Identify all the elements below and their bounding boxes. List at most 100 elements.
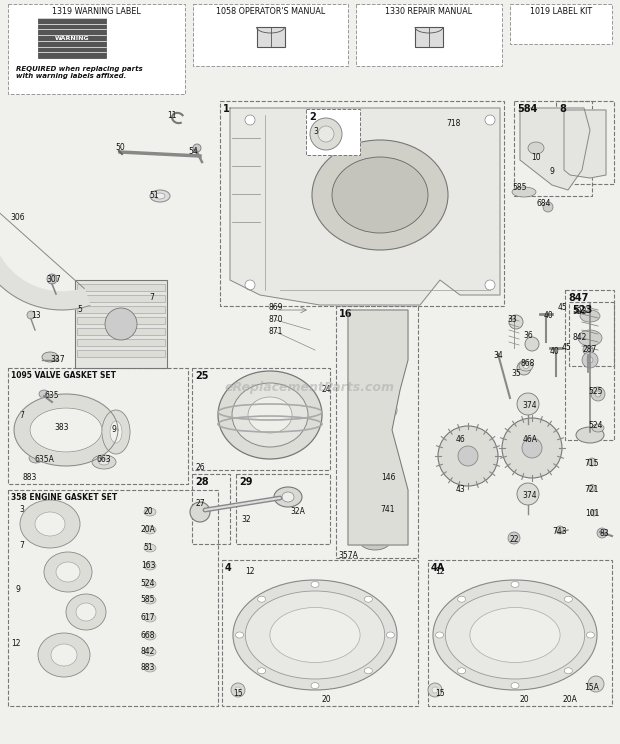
- Ellipse shape: [512, 187, 536, 197]
- Ellipse shape: [353, 516, 397, 544]
- Text: WARNING: WARNING: [55, 36, 89, 40]
- Ellipse shape: [56, 562, 80, 582]
- Text: 871: 871: [269, 327, 283, 336]
- Ellipse shape: [359, 530, 391, 550]
- Ellipse shape: [144, 526, 156, 534]
- Ellipse shape: [588, 676, 604, 692]
- Text: 83: 83: [599, 530, 609, 539]
- Ellipse shape: [20, 500, 80, 548]
- Text: 663: 663: [97, 455, 112, 464]
- Ellipse shape: [258, 596, 265, 602]
- Text: 34: 34: [493, 351, 503, 361]
- Text: 741: 741: [381, 505, 396, 515]
- Ellipse shape: [445, 591, 585, 679]
- Ellipse shape: [591, 510, 597, 516]
- Bar: [8, 490, 218, 706]
- Text: 8: 8: [559, 104, 566, 114]
- Ellipse shape: [582, 352, 598, 368]
- Bar: [306, 109, 358, 152]
- Ellipse shape: [27, 311, 35, 319]
- Ellipse shape: [353, 461, 397, 489]
- Ellipse shape: [595, 391, 601, 397]
- Ellipse shape: [508, 532, 520, 544]
- Polygon shape: [564, 110, 606, 178]
- Bar: [569, 302, 614, 366]
- Text: 20: 20: [143, 507, 153, 516]
- Ellipse shape: [438, 426, 498, 486]
- Text: 1058 OPERATOR'S MANUAL: 1058 OPERATOR'S MANUAL: [216, 7, 325, 16]
- Text: 306: 306: [11, 214, 25, 222]
- Text: 12: 12: [11, 640, 20, 649]
- Ellipse shape: [144, 508, 156, 516]
- Text: 24: 24: [321, 385, 331, 394]
- Ellipse shape: [587, 357, 593, 363]
- Ellipse shape: [92, 455, 116, 469]
- Bar: [193, 4, 348, 66]
- Bar: [77, 339, 165, 346]
- Ellipse shape: [509, 315, 523, 329]
- Text: 883: 883: [23, 473, 37, 483]
- Ellipse shape: [102, 410, 130, 454]
- Ellipse shape: [218, 371, 322, 459]
- Ellipse shape: [38, 633, 90, 677]
- Ellipse shape: [144, 614, 156, 622]
- Text: 54: 54: [188, 147, 198, 156]
- Text: 718: 718: [447, 120, 461, 129]
- Ellipse shape: [144, 562, 156, 570]
- Text: 163: 163: [141, 562, 155, 571]
- Ellipse shape: [232, 383, 308, 447]
- Ellipse shape: [282, 492, 294, 502]
- Ellipse shape: [517, 361, 531, 375]
- Ellipse shape: [511, 682, 519, 689]
- Text: 383: 383: [55, 423, 69, 432]
- Bar: [77, 306, 165, 313]
- Ellipse shape: [386, 632, 394, 638]
- Text: 9: 9: [16, 586, 20, 594]
- Bar: [8, 368, 188, 484]
- Text: 287: 287: [583, 345, 597, 354]
- Text: 883: 883: [141, 664, 155, 673]
- Text: 26: 26: [195, 464, 205, 472]
- Ellipse shape: [485, 280, 495, 290]
- Ellipse shape: [428, 683, 442, 697]
- Text: 22: 22: [509, 536, 519, 545]
- Ellipse shape: [433, 580, 597, 690]
- Ellipse shape: [588, 484, 595, 492]
- Ellipse shape: [144, 648, 156, 656]
- Polygon shape: [348, 310, 408, 545]
- Ellipse shape: [144, 664, 156, 672]
- Ellipse shape: [458, 668, 466, 674]
- Ellipse shape: [312, 140, 448, 250]
- Text: 11: 11: [167, 112, 177, 121]
- Text: 32A: 32A: [291, 507, 306, 516]
- Text: 684: 684: [537, 199, 551, 208]
- Bar: [510, 4, 612, 44]
- Text: 9: 9: [549, 167, 554, 176]
- Text: 357A: 357A: [338, 551, 358, 559]
- Text: 524: 524: [141, 580, 155, 589]
- Ellipse shape: [248, 397, 292, 433]
- Ellipse shape: [597, 528, 607, 538]
- Ellipse shape: [39, 390, 49, 398]
- Bar: [220, 101, 504, 306]
- Ellipse shape: [35, 512, 65, 536]
- Text: 33: 33: [507, 315, 517, 324]
- Ellipse shape: [576, 427, 604, 443]
- Text: 4: 4: [225, 563, 232, 573]
- Ellipse shape: [190, 502, 210, 522]
- Text: 869: 869: [268, 304, 283, 312]
- Text: 870: 870: [268, 315, 283, 324]
- Ellipse shape: [591, 387, 605, 401]
- Ellipse shape: [522, 438, 542, 458]
- Text: 524: 524: [589, 422, 603, 431]
- Ellipse shape: [44, 552, 92, 592]
- Ellipse shape: [270, 608, 360, 662]
- Text: 50: 50: [115, 144, 125, 153]
- Bar: [514, 101, 592, 196]
- Bar: [236, 474, 330, 544]
- Text: 1095 VALVE GASKET SET: 1095 VALVE GASKET SET: [11, 371, 116, 380]
- Text: eReplacementParts.com: eReplacementParts.com: [225, 382, 395, 394]
- Bar: [77, 350, 165, 357]
- Text: 15: 15: [233, 690, 243, 699]
- Ellipse shape: [564, 596, 572, 602]
